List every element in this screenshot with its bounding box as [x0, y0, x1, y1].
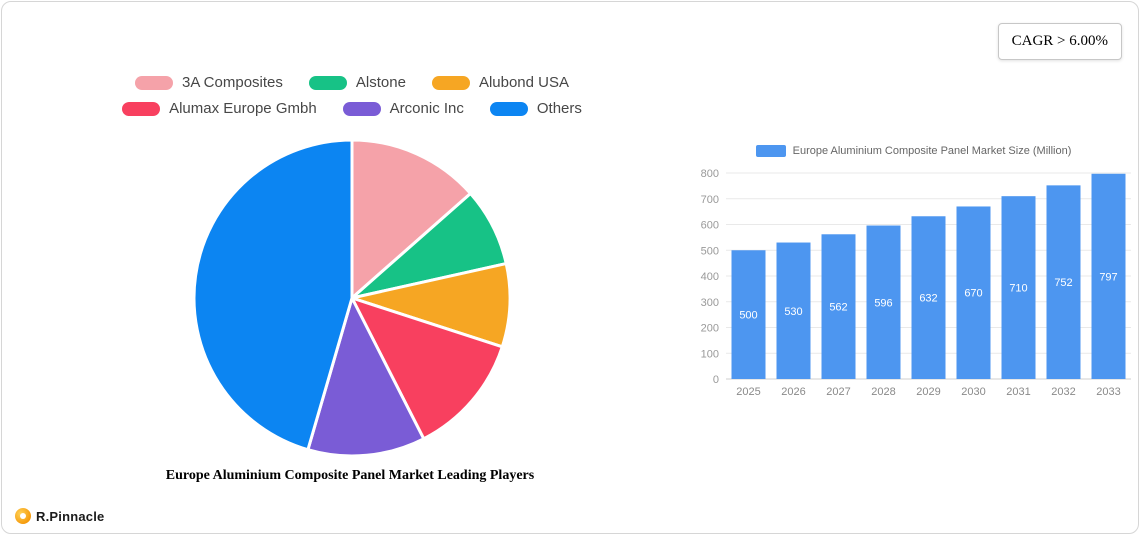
legend-label-arconic-inc: Arconic Inc [389, 100, 464, 117]
bar-2031 [1001, 196, 1036, 379]
legend-label-alstone: Alstone [355, 74, 406, 91]
bar-value-label-2032: 752 [1054, 277, 1072, 289]
cagr-badge: CAGR > 6.00% [997, 23, 1122, 60]
pie-chart [192, 138, 512, 458]
y-tick-label-600: 600 [701, 220, 719, 232]
y-tick-label-300: 300 [701, 297, 719, 309]
legend-label-others: Others [536, 100, 582, 117]
legend-label-alubond-usa: Alubond USA [478, 74, 569, 91]
bar-value-label-2026: 530 [784, 306, 802, 318]
y-tick-label-400: 400 [701, 271, 719, 283]
y-tick-label-100: 100 [701, 348, 719, 360]
legend-item-alubond-usa[interactable]: Alubond USA [431, 74, 569, 91]
legend-item-alumax-europe-gmbh[interactable]: Alumax Europe Gmbh [122, 100, 317, 117]
pie-slice-arconic-inc [306, 296, 426, 458]
y-tick-label-500: 500 [701, 245, 719, 257]
bar-chart: 0 100 200 300 400 500 600 700 800 500 2025 530 2026 5… [701, 168, 1131, 398]
legend-swatch-alubond-usa [431, 75, 470, 90]
legend-swatch-others [489, 101, 528, 116]
bar-value-label-2030: 670 [964, 288, 982, 300]
y-tick-label-0: 0 [713, 374, 719, 386]
legend-item-alstone[interactable]: Alstone [308, 74, 406, 91]
bar-value-label-2027: 562 [829, 302, 847, 314]
bar-2033 [1091, 173, 1126, 379]
bar-chart-section: Europe Aluminium Composite Panel Market … [690, 145, 1137, 411]
legend-swatch-3a-composites [135, 75, 173, 90]
x-tick-label-2033: 2033 [1096, 386, 1120, 398]
y-tick-label-200: 200 [701, 323, 719, 335]
legend-item-arconic-inc[interactable]: Arconic Inc [342, 100, 464, 117]
bar-2027 [821, 234, 856, 379]
x-tick-label-2027: 2027 [826, 386, 850, 398]
x-tick-label-2028: 2028 [871, 386, 895, 398]
brand-logo: R.Pinnacle [15, 508, 104, 524]
y-tick-label-800: 800 [701, 168, 719, 180]
bar-2026 [776, 242, 811, 379]
legend-swatch-alumax-europe-gmbh [122, 101, 161, 116]
bar-2032 [1046, 185, 1081, 379]
cagr-label: CAGR > 6.00% [1011, 33, 1108, 49]
x-tick-label-2026: 2026 [781, 386, 805, 398]
legend-swatch-alstone [308, 75, 347, 90]
bar-legend-label: Europe Aluminium Composite Panel Market … [792, 145, 1072, 157]
bar-value-label-2033: 797 [1099, 271, 1117, 283]
legend-swatch-arconic-inc [342, 101, 381, 116]
pie-slice-alubond-usa [350, 262, 512, 349]
bar-2028 [866, 225, 901, 379]
legend-item-others[interactable]: Others [489, 100, 582, 117]
x-tick-label-2032: 2032 [1051, 386, 1075, 398]
bar-value-label-2029: 632 [919, 293, 937, 305]
bar-legend-swatch [755, 145, 786, 157]
pie-slice-others [192, 138, 354, 452]
pie-slice-alumax-europe-gmbh [350, 296, 504, 441]
logo-icon [15, 508, 31, 524]
pie-slice-3a-composites [350, 138, 473, 300]
pie-chart-title: Europe Aluminium Composite Panel Market … [165, 468, 535, 483]
pie-legend: 3A Composites Alstone Alubond USA Alumax Eu… [88, 74, 616, 117]
bar-2025 [731, 250, 766, 379]
x-tick-label-2025: 2025 [736, 386, 760, 398]
bar-value-label-2031: 710 [1009, 283, 1027, 295]
x-tick-label-2029: 2029 [916, 386, 940, 398]
bar-2030 [956, 206, 991, 379]
bar-value-label-2025: 500 [739, 310, 757, 322]
x-tick-label-2030: 2030 [961, 386, 985, 398]
logo-text: R.Pinnacle [36, 508, 105, 524]
y-tick-label-700: 700 [701, 194, 719, 206]
bar-2029 [911, 216, 946, 379]
legend-item-3a-composites[interactable]: 3A Composites [135, 74, 283, 91]
bar-legend-item[interactable]: Europe Aluminium Composite Panel Market … [690, 145, 1137, 157]
legend-label-alumax-europe-gmbh: Alumax Europe Gmbh [169, 100, 317, 117]
legend-label-3a-composites: 3A Composites [182, 74, 283, 91]
bar-value-label-2028: 596 [874, 297, 892, 309]
x-tick-label-2031: 2031 [1006, 386, 1030, 398]
